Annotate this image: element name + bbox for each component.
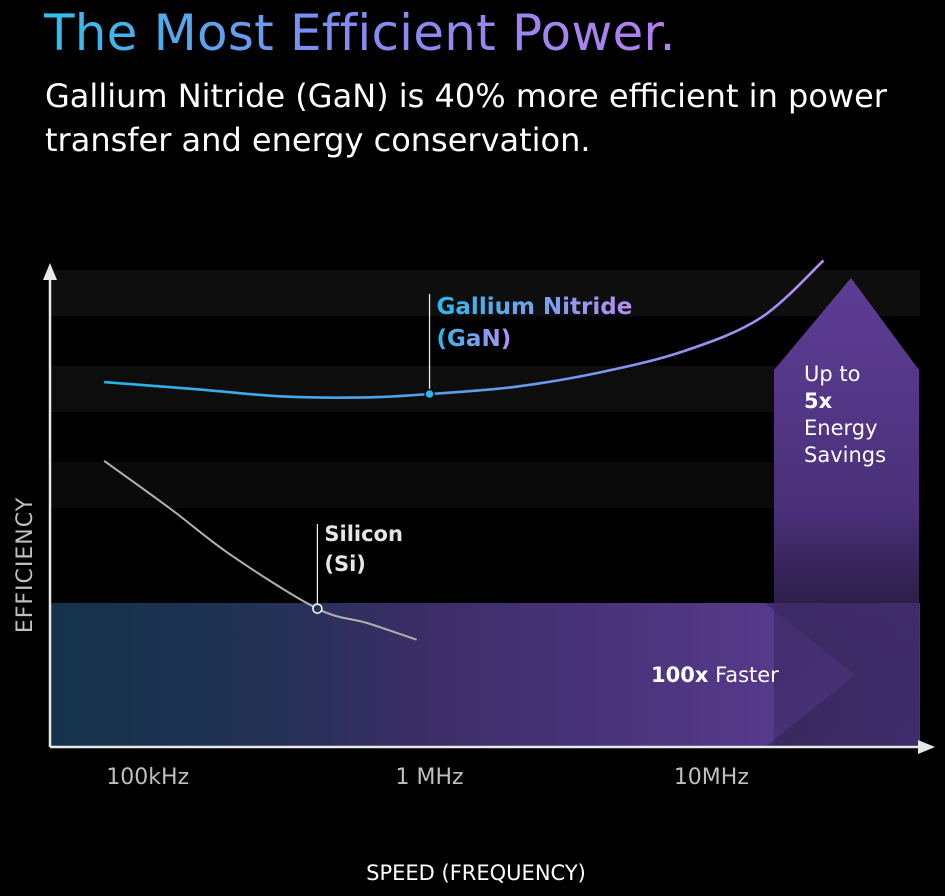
x-tick-label: 1 MHz [396,765,464,790]
energy-savings-line: 5x [804,389,833,413]
x-axis-label: SPEED (FREQUENCY) [366,861,586,885]
gan-series-label: Gallium Nitride [437,294,633,320]
y-axis-arrowhead [43,263,57,280]
x-tick-labels: 100kHz 1 MHz 10MHz [106,765,749,790]
page-subtitle: Gallium Nitride (GaN) is 40% more effici… [45,77,887,159]
faster-annotation-bold: 100x [651,663,709,687]
x-tick-label: 100kHz [106,765,189,790]
faster-annotation-text: Faster [708,663,779,687]
y-axis-label: EFFICIENCY [13,497,38,633]
energy-savings-line: Up to [804,362,860,386]
silicon-line [103,459,417,641]
faster-arrow [50,603,855,747]
silicon-series-label: Silicon [324,522,403,546]
gan-marker [424,388,435,400]
silicon-marker [312,603,323,614]
silicon-series-label-abbr: (Si) [324,552,366,576]
energy-savings-arrow [774,278,919,747]
energy-savings-line: Savings [804,443,886,467]
energy-savings-line: Energy [804,416,878,440]
gan-series-label-abbr: (GaN) [437,326,512,352]
page-title: The Most Efficient Power. [44,4,676,62]
x-axis-arrowhead [918,740,935,754]
energy-savings-annotation: Up to 5x Energy Savings [804,362,886,467]
x-tick-label: 10MHz [674,765,749,790]
gan-line [103,259,825,399]
faster-annotation: 100x Faster [651,663,779,687]
